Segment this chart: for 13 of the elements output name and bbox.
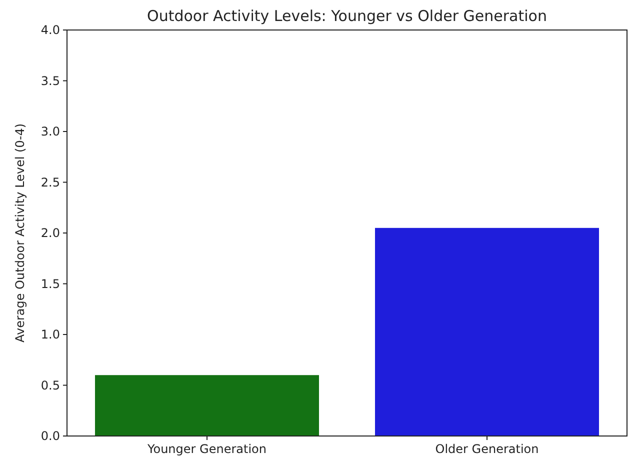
y-tick-label: 3.5 [40, 74, 60, 88]
y-tick-label: 2.0 [40, 226, 60, 240]
chart-title: Outdoor Activity Levels: Younger vs Older Generation [147, 7, 547, 25]
y-tick-label: 1.5 [40, 276, 60, 291]
y-tick-label: 3.0 [40, 124, 60, 139]
y-tick-label: 2.5 [40, 175, 60, 190]
y-axis-title: Average Outdoor Activity Level (0-4) [13, 123, 27, 343]
y-tick-label: 4.0 [40, 23, 60, 38]
x-tick-label: Younger Generation [146, 442, 266, 456]
x-tick-label: Older Generation [435, 442, 539, 456]
y-tick-label: 1.0 [40, 328, 60, 342]
y-tick-label: 0.0 [40, 429, 60, 444]
y-tick-label: 0.5 [40, 378, 60, 392]
